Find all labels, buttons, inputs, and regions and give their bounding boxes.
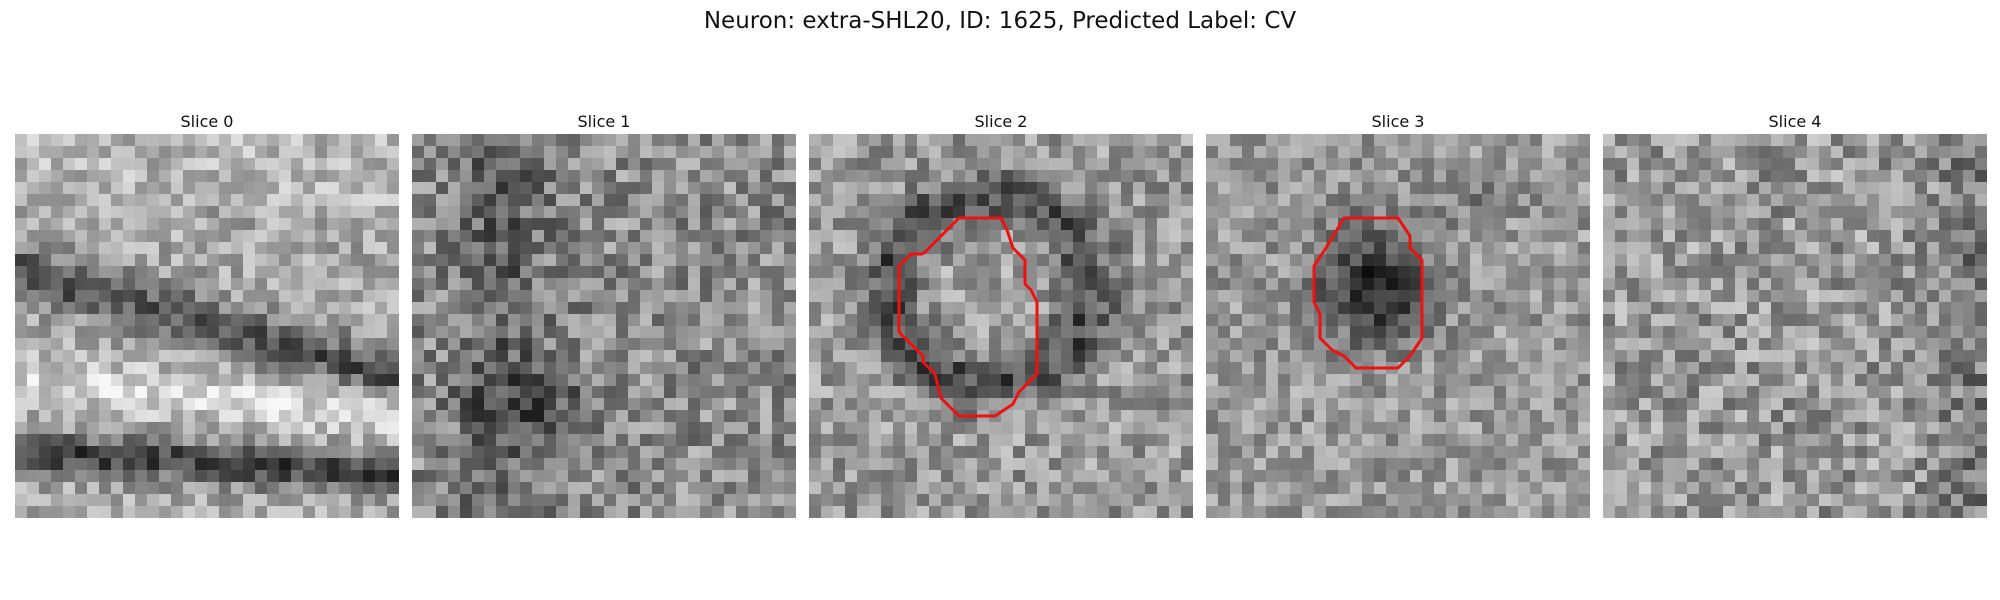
- slice-title: Slice 0: [180, 112, 234, 131]
- slice-title: Slice 4: [1768, 112, 1822, 131]
- slice-panel-1: Slice 1: [412, 110, 796, 518]
- figure-title: Neuron: extra-SHL20, ID: 1625, Predicted…: [703, 8, 1297, 34]
- slice-image: [1206, 134, 1590, 518]
- slice-panel-3: Slice 3: [1206, 110, 1590, 518]
- segmentation-contour: [1312, 216, 1424, 370]
- slice-image: [1603, 134, 1987, 518]
- slice-image: [412, 134, 796, 518]
- segmentation-contour: [897, 216, 1039, 418]
- slice-title: Slice 1: [577, 112, 631, 131]
- slice-panel-2: Slice 2: [809, 110, 1193, 518]
- slice-title: Slice 2: [974, 112, 1028, 131]
- slice-panel-0: Slice 0: [15, 110, 399, 518]
- slice-image: [15, 134, 399, 518]
- slice-image: [809, 134, 1193, 518]
- slice-title: Slice 3: [1371, 112, 1425, 131]
- slice-panel-4: Slice 4: [1603, 110, 1987, 518]
